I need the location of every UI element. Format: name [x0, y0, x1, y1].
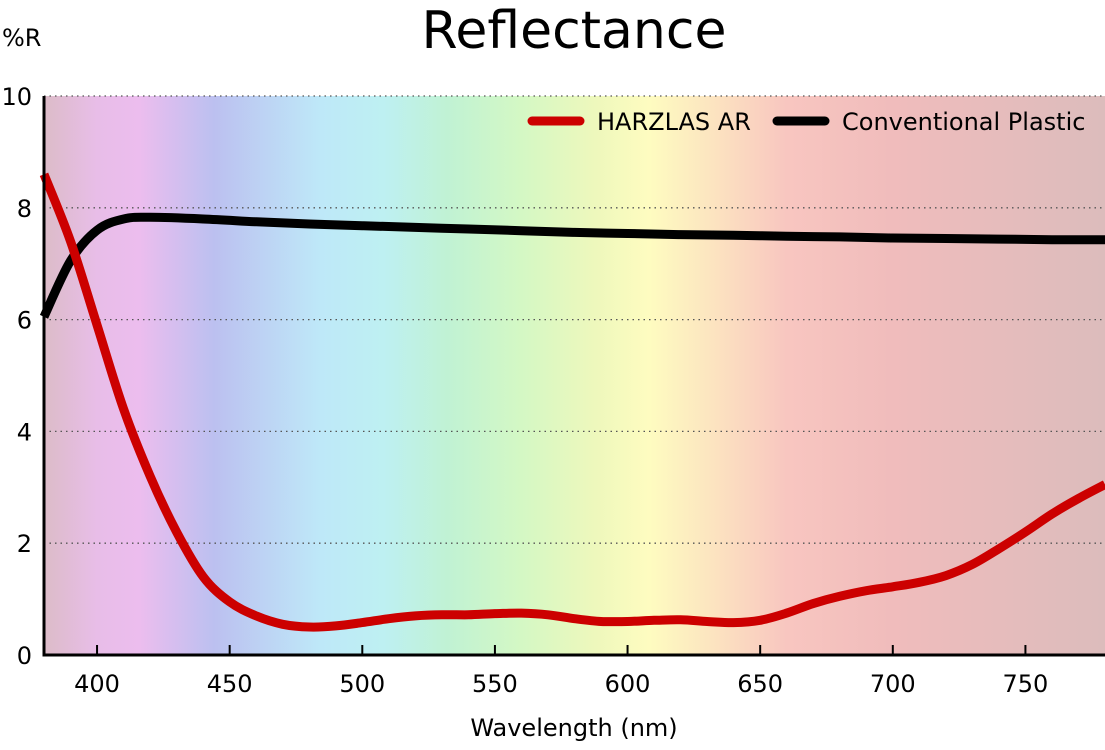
x-tick-label: 400 [74, 670, 120, 698]
x-tick-label: 650 [737, 670, 783, 698]
grid-lines [44, 95, 1105, 544]
y-tick-label: 6 [17, 307, 32, 335]
x-tick-label: 750 [1003, 670, 1049, 698]
plot-background [44, 96, 1105, 655]
x-axis-label: Wavelength (nm) [470, 714, 677, 742]
series-line-harzlas-ar [39, 172, 1105, 632]
legend-label-conventional-plastic: Conventional Plastic [842, 108, 1085, 136]
y-tick-label: 10 [1, 83, 32, 111]
y-tick-label: 8 [17, 195, 32, 223]
series-line-conventional-plastic [39, 212, 1105, 319]
x-tick-label: 550 [472, 670, 518, 698]
series-layer [39, 172, 1105, 632]
x-tick-label: 600 [605, 670, 651, 698]
x-tick-label: 500 [339, 670, 385, 698]
legend: HARZLAS AR Conventional Plastic [527, 108, 1085, 136]
x-tick-label: 450 [207, 670, 253, 698]
y-tick-labels: 0 2 4 6 8 10 [1, 83, 32, 670]
legend-label-harzlas-ar: HARZLAS AR [597, 108, 751, 136]
y-tick-label: 2 [17, 530, 32, 558]
x-tick-label: 700 [870, 670, 916, 698]
y-tick-label: 4 [17, 418, 32, 446]
chart-title: Reflectance [422, 1, 727, 61]
y-axis-label: %R [2, 24, 41, 52]
y-tick-label: 0 [17, 642, 32, 670]
x-tick-labels: 400 450 500 550 600 650 700 750 [74, 645, 1048, 698]
